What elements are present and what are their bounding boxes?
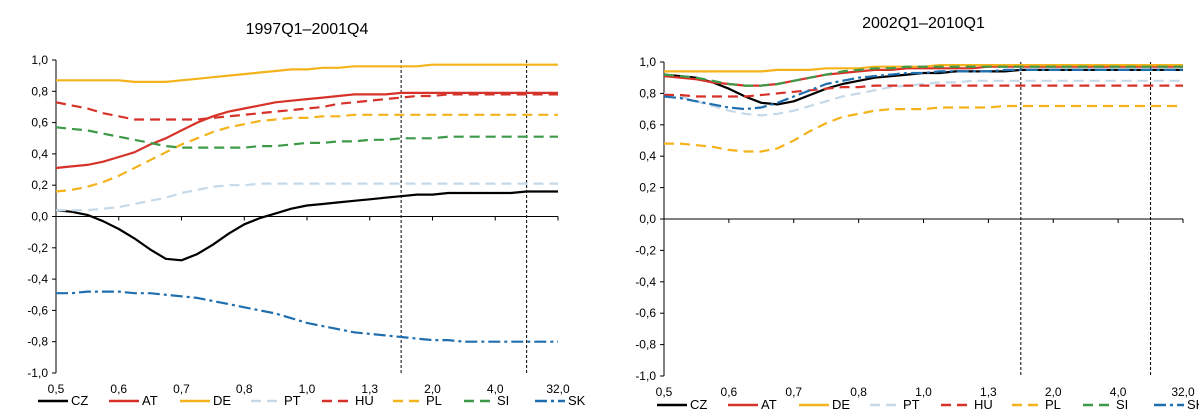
y-tick-label: -0,6 (635, 306, 656, 320)
x-tick-label: 1,0 (299, 382, 316, 396)
y-tick-label: 0,4 (639, 149, 656, 163)
chart-title: 1997Q1–2001Q4 (246, 21, 369, 38)
y-tick-label: -0,4 (27, 272, 48, 286)
legend-label-pt: PT (903, 397, 920, 412)
series-line-sk (663, 68, 1183, 111)
legend-label-pl: PL (1045, 397, 1061, 412)
legend-label-hu: HU (355, 393, 374, 408)
y-tick-label: -1,0 (635, 369, 656, 383)
series-line-pl (664, 104, 1183, 153)
chart-right: 2002Q1–2010Q1 1,0 0,8 0,6 0,4 0,2 0,0 -0,2 -0,4 -… (635, 15, 1199, 412)
series-line-cz (55, 190, 558, 262)
legend-label-cz: CZ (690, 397, 707, 412)
y-tick-label: 0,6 (639, 118, 656, 132)
x-tick-label: 32,0 (546, 382, 570, 396)
legend-label-de: DE (832, 397, 850, 412)
legend-label-pl: PL (426, 393, 442, 408)
x-tick-label: 4,0 (487, 382, 504, 396)
x-tick-label: 0,8 (850, 385, 867, 399)
x-tick-label: 0,8 (236, 382, 253, 396)
legend-label-pt: PT (284, 393, 301, 408)
x-tick-label: 0,5 (48, 382, 65, 396)
y-tick-label: -0,4 (635, 275, 656, 289)
y-tick-label: 1,0 (639, 55, 656, 69)
legend-label-si: SI (497, 393, 509, 408)
series-line-de (56, 63, 558, 84)
x-tick-label: 1,3 (980, 385, 997, 399)
y-tick-label: -0,8 (27, 335, 48, 349)
x-tick-label: 0,6 (110, 382, 127, 396)
y-tick-label: 1,0 (31, 53, 48, 67)
x-tick-label: 2,0 (424, 382, 441, 396)
x-tick-label: 1,3 (361, 382, 378, 396)
x-tick-label: 32,0 (1171, 385, 1195, 399)
x-tick-label: 2,0 (1045, 385, 1062, 399)
legend-label-cz: CZ (71, 393, 88, 408)
y-tick-label: 0,2 (31, 178, 48, 192)
chart-title: 2002Q1–2010Q1 (862, 15, 985, 32)
series-line-at (55, 91, 558, 170)
y-tick-label: -1,0 (27, 366, 48, 380)
y-tick-label: 0,8 (639, 86, 656, 100)
chart-left: 1997Q1–2001Q4 1,0 0,8 0,6 0,4 0,2 0,0 -0,2 -0,4 -… (27, 21, 585, 408)
y-tick-label: -0,6 (27, 303, 48, 317)
legend-label-sk: SK (568, 393, 586, 408)
x-tick-label: 0,5 (656, 385, 673, 399)
series-line-pl (55, 113, 558, 193)
series-line-si (663, 65, 1183, 87)
legend-label-hu: HU (974, 397, 993, 412)
y-tick-label: -0,2 (635, 243, 656, 257)
y-tick-label: 0,0 (639, 212, 656, 226)
y-tick-label: -0,8 (635, 338, 656, 352)
series-line-hu (664, 84, 1183, 98)
legend-label-de: DE (213, 393, 231, 408)
legend-label-si: SI (1116, 397, 1128, 412)
series-line-si (55, 126, 558, 149)
series-line-cz (663, 68, 1183, 106)
x-tick-label: 0,7 (785, 385, 802, 399)
x-tick-label: 4,0 (1110, 385, 1127, 399)
series-line-pt (663, 79, 1183, 117)
legend-label-sk: SK (1187, 397, 1199, 412)
y-tick-label: -0,2 (27, 241, 48, 255)
y-tick-label: 0,8 (31, 84, 48, 98)
y-tick-label: 0,4 (31, 147, 48, 161)
legend-label-at: AT (142, 393, 158, 408)
x-tick-label: 0,7 (173, 382, 190, 396)
series-line-hu (55, 93, 558, 121)
x-tick-label: 0,6 (721, 385, 738, 399)
y-tick-label: 0,6 (31, 116, 48, 130)
y-tick-label: 0,0 (31, 210, 48, 224)
legend-label-at: AT (761, 397, 777, 412)
x-tick-label: 1,0 (915, 385, 932, 399)
series-line-sk (56, 290, 558, 343)
series-line-pt (56, 182, 558, 212)
y-tick-label: 0,2 (639, 181, 656, 195)
